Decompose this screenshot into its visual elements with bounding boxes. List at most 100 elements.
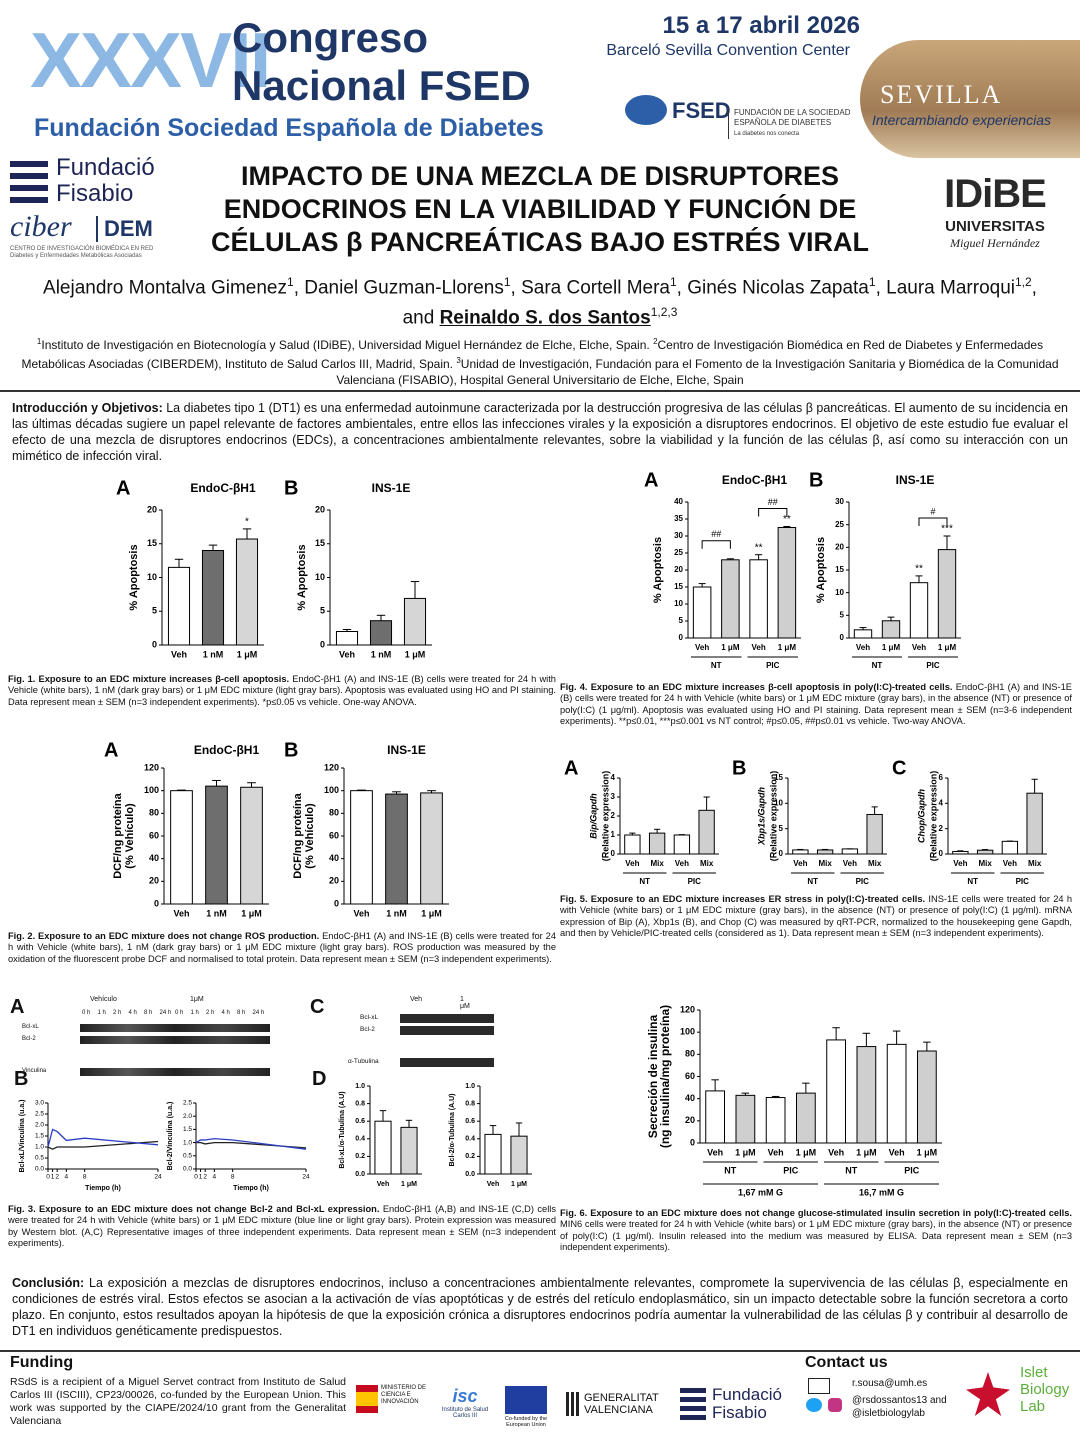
blot-band bbox=[80, 1024, 270, 1032]
fsed-desc: FUNDACIÓN DE LA SOCIEDAD ESPAÑOLA DE DIAB… bbox=[728, 108, 850, 139]
bar bbox=[385, 793, 408, 905]
x-tick-label: Veh bbox=[752, 643, 766, 652]
affiliation-number: 1 bbox=[36, 337, 42, 346]
error-bar bbox=[247, 782, 256, 788]
y-tick-label: 40 bbox=[149, 853, 159, 863]
time-label: 1 h bbox=[190, 1010, 199, 1016]
bar bbox=[624, 834, 641, 855]
bar bbox=[369, 620, 393, 646]
panel-label: B bbox=[809, 469, 823, 491]
bar-chart: B INS-1E % Apoptosis 0 5 10 15 20 25 30 Veh 1 μM ** V… bbox=[809, 469, 961, 670]
group-label: PIC bbox=[1016, 877, 1030, 886]
bar bbox=[777, 527, 797, 639]
fisabio-text: Fisabio bbox=[712, 1403, 767, 1422]
affiliation-number: 3 bbox=[456, 356, 461, 365]
bar bbox=[816, 849, 834, 855]
figure-caption: Fig. 4. Exposure to an EDC mixture incre… bbox=[560, 682, 1072, 727]
x-tick-label: 1 μM bbox=[735, 1147, 756, 1157]
panel-label: A bbox=[104, 739, 118, 761]
x-tick-label: 8 bbox=[83, 1174, 87, 1181]
y-tick-label: 15 bbox=[674, 582, 683, 591]
author-separator: , bbox=[875, 277, 887, 299]
x-tick-label: 0 bbox=[194, 1174, 198, 1181]
error-bar bbox=[405, 1119, 413, 1128]
x-tick-label: 0 bbox=[46, 1174, 50, 1181]
x-tick-label: Mix bbox=[818, 859, 832, 868]
y-axis-label: DCF/ng proteína bbox=[292, 792, 304, 878]
bar bbox=[648, 832, 666, 855]
lab-logo: Islet Biology Lab bbox=[1020, 1364, 1069, 1415]
x-tick-label: Veh bbox=[953, 859, 967, 868]
x-tick-label: Veh bbox=[339, 649, 355, 659]
error-bar bbox=[208, 544, 218, 551]
y-tick-label: 2 bbox=[939, 824, 944, 833]
umh: Miguel Hernández bbox=[950, 236, 1040, 250]
figure-panel: B Xbp1s/Gapdh (Relative expression) 0 5 10 15 V… bbox=[728, 756, 893, 894]
error-bar bbox=[741, 1092, 750, 1096]
y-tick-label: 30 bbox=[674, 531, 683, 540]
group-label: PIC bbox=[856, 877, 870, 886]
panel-label: A bbox=[564, 757, 578, 779]
group-label: NT bbox=[967, 877, 978, 886]
bar bbox=[335, 631, 359, 646]
lab-text: Lab bbox=[1020, 1398, 1046, 1415]
ministerio-text: MINISTERIO DE CIENCIA E INNOVACIÓN bbox=[381, 1385, 427, 1405]
y-tick-label: 0 bbox=[154, 898, 159, 908]
fsed-logo: FSED bbox=[672, 98, 731, 123]
x-tick-label: 1 μM bbox=[511, 1181, 527, 1188]
blot-band bbox=[400, 1026, 494, 1035]
y-tick-label: 0 bbox=[690, 1137, 695, 1147]
y-tick-label: 1.0 bbox=[355, 1083, 365, 1090]
significance: * bbox=[245, 517, 249, 528]
y-tick-label: 20 bbox=[315, 504, 325, 514]
intro-text: La diabetes tipo 1 (DT1) es una enfermed… bbox=[12, 401, 1068, 463]
error-bar bbox=[698, 583, 706, 587]
error-bar bbox=[212, 779, 221, 787]
dem-logo: DEM bbox=[96, 216, 153, 242]
venue: Barceló Sevilla Convention Center bbox=[606, 42, 850, 59]
error-bar bbox=[515, 1122, 523, 1137]
figure-panel: B INS-1E % Apoptosis 0 5 10 15 20 Veh 1 nM 1 μM bbox=[280, 476, 440, 671]
x-tick-label: 1 μM bbox=[938, 643, 957, 652]
y-tick-label: 0.0 bbox=[183, 1166, 192, 1173]
isciii-logo: isc Instituto de Salud Carlos III bbox=[441, 1386, 489, 1419]
y-tick-label: 100 bbox=[324, 785, 339, 795]
y-axis-label: Bcl-2/Vinculina (u.a.) bbox=[167, 1102, 174, 1171]
y-tick-label: 20 bbox=[835, 542, 844, 551]
y-tick-label: 1.0 bbox=[183, 1139, 192, 1146]
error-bar bbox=[797, 848, 804, 850]
y-tick-label: 0.0 bbox=[355, 1171, 365, 1178]
time-label: 0 h bbox=[82, 1010, 91, 1016]
y-tick-label: 0.8 bbox=[355, 1100, 365, 1107]
y-axis-label: DCF/ng proteína bbox=[112, 792, 124, 878]
author-separator: , bbox=[676, 277, 688, 299]
error-bar bbox=[755, 554, 763, 560]
y-tick-label: 6 bbox=[939, 773, 944, 782]
y-tick-label: 15 bbox=[147, 538, 157, 548]
gva-logo: GENERALITAT VALENCIANA bbox=[566, 1392, 659, 1416]
y-tick-label: 120 bbox=[324, 762, 339, 772]
panel-label: B bbox=[284, 739, 298, 761]
y-tick-label: 80 bbox=[149, 808, 159, 818]
figure-caption: Fig. 6. Exposure to an EDC mixture does … bbox=[560, 1208, 1072, 1253]
y-axis-label: Xbp1s/Gapdh bbox=[756, 786, 766, 846]
bar-chart: B INS-1E % Apoptosis 0 5 10 15 20 Veh 1 nM 1 μM bbox=[284, 477, 432, 659]
x-tick-label: 1 μM bbox=[796, 1147, 817, 1157]
error-bar bbox=[711, 1079, 719, 1091]
y-tick-label: 60 bbox=[329, 830, 339, 840]
bar-chart: Bcl-xL/α-Tubulina (A.U) 0.0 0.2 0.4 0.6 0.8 1.… bbox=[339, 1083, 422, 1188]
funding-text: RSdS is a recipient of a Miguel Servet c… bbox=[10, 1376, 346, 1427]
y-tick-label: 30 bbox=[835, 497, 844, 506]
bar-chart: B INS-1E DCF/ng proteína (% Vehículo) 0 20 40 6… bbox=[284, 739, 449, 918]
y-tick-label: 0.6 bbox=[355, 1118, 365, 1125]
idibe-logo: IDiBE bbox=[944, 172, 1047, 216]
x-tick-label: 1 nM bbox=[371, 649, 392, 659]
ciber-desc-line: Diabetes y Enfermedades Metabólicas Asoc… bbox=[10, 253, 142, 259]
bar-chart: A EndoC-βH1 % Apoptosis 0 5 10 15 20 Veh 1 nM * 1 μ… bbox=[116, 477, 264, 659]
affiliation-text: Unidad de Investigación, Fundación para … bbox=[336, 357, 1059, 387]
bar bbox=[765, 1097, 786, 1144]
isciii-text: Instituto de Salud Carlos III bbox=[441, 1407, 489, 1419]
y-tick-label: 10 bbox=[835, 588, 844, 597]
